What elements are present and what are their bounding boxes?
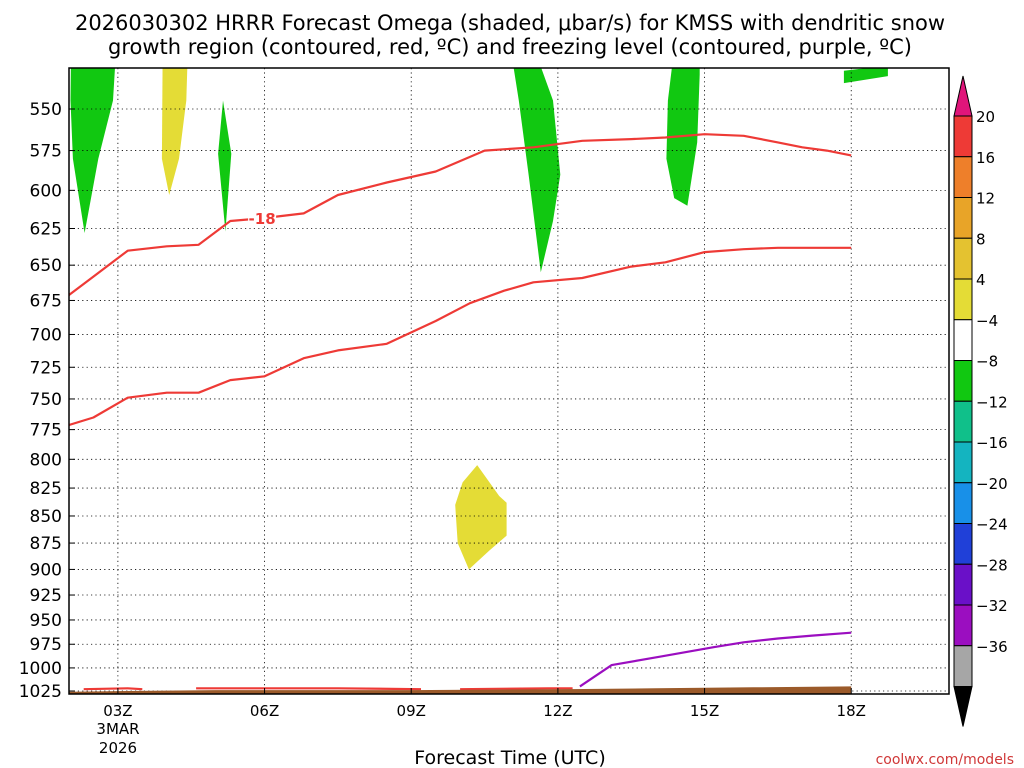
contour-label-background xyxy=(248,208,277,226)
colorbar-bottom-arrow xyxy=(953,686,973,727)
colorbar-segment-0 xyxy=(953,115,973,158)
omega-shading-layer xyxy=(70,68,888,570)
dendritic-growth-contour-3 xyxy=(196,687,422,691)
colorbar-segment-11 xyxy=(953,563,973,606)
dendritic-growth-contour-1 xyxy=(69,246,852,427)
contour-layer: -18 xyxy=(69,133,852,691)
x-tick-label-09Z: 09Z xyxy=(397,702,426,720)
colorbar-segment-9 xyxy=(953,482,973,524)
colorbar-tick-label: −36 xyxy=(976,638,1008,656)
colorbar-segment-8 xyxy=(953,441,973,484)
contour-label: -18 xyxy=(249,210,276,228)
plot-frame xyxy=(68,67,950,695)
y-tick-label-725: 725 xyxy=(30,358,62,378)
y-tick-label-825: 825 xyxy=(30,479,62,499)
y-tick-label-900: 900 xyxy=(30,560,62,580)
colorbar-tick-label: −24 xyxy=(976,516,1008,534)
y-tick-label-925: 925 xyxy=(30,586,62,606)
omega-region-6 xyxy=(455,465,507,570)
colorbar-segment-5 xyxy=(953,319,973,361)
colorbar-segment-1 xyxy=(953,156,973,198)
x-tick-label-18Z: 18Z xyxy=(837,702,866,720)
x-tick-label-06Z: 06Z xyxy=(250,702,279,720)
omega-region-2 xyxy=(513,68,561,273)
y-tick-label-575: 575 xyxy=(30,142,62,162)
credit-text: coolwx.com/models xyxy=(876,752,1014,768)
colorbar-tick-label: −20 xyxy=(976,475,1008,493)
x-tick-label-15Z: 15Z xyxy=(690,702,719,720)
colorbar-tick-label: −28 xyxy=(976,556,1008,574)
colorbar-segment-3 xyxy=(953,237,973,280)
colorbar-segment-4 xyxy=(953,278,973,321)
colorbar-tick-label: −8 xyxy=(976,353,998,371)
y-tick-label-1000: 1000 xyxy=(19,659,62,679)
y-tick-label-775: 775 xyxy=(30,421,62,441)
dendritic-growth-contour-2 xyxy=(83,687,143,691)
colorbar-tick-label: −4 xyxy=(976,312,998,330)
plot-background xyxy=(69,68,949,694)
omega-region-0 xyxy=(70,68,115,233)
y-tick-label-800: 800 xyxy=(30,450,62,470)
colorbar-tick-label: −16 xyxy=(976,434,1008,452)
freezing-level-contour xyxy=(579,631,852,688)
x-tick-label-03Z: 03Z xyxy=(103,702,132,720)
colorbar-segment-13 xyxy=(953,645,973,687)
colorbar-segment-2 xyxy=(953,197,973,239)
colorbar-tick-label: 12 xyxy=(976,190,995,208)
colorbar-segment-6 xyxy=(953,360,973,402)
colorbar-tick-label: 20 xyxy=(976,108,995,126)
dendritic-growth-contour-4 xyxy=(460,687,573,691)
chart-title-line-1: 2026030302 HRRR Forecast Omega (shaded, … xyxy=(75,11,945,35)
y-tick-label-850: 850 xyxy=(30,507,62,527)
colorbar-segment-10 xyxy=(953,523,973,565)
colorbar-tick-label: −32 xyxy=(976,597,1008,615)
date-label-year: 2026 xyxy=(99,739,137,757)
x-tick-label-12Z: 12Z xyxy=(543,702,572,720)
y-tick-label-675: 675 xyxy=(30,291,62,311)
y-tick-label-750: 750 xyxy=(30,390,62,410)
y-tick-label-1025: 1025 xyxy=(19,682,62,702)
colorbar-segment-12 xyxy=(953,604,973,647)
x-axis-label: Forecast Time (UTC) xyxy=(414,747,605,768)
y-tick-label-875: 875 xyxy=(30,534,62,554)
y-tick-label-650: 650 xyxy=(30,256,62,276)
y-tick-label-975: 975 xyxy=(30,635,62,655)
colorbar-tick-label: 16 xyxy=(976,149,995,167)
dotted-grid xyxy=(69,68,949,694)
y-tick-label-700: 700 xyxy=(30,325,62,345)
omega-region-4 xyxy=(843,68,888,84)
colorbar-top-arrow xyxy=(953,75,973,117)
y-axis-ticks: 550 575 600 625 650 675 700 725 750 775 800 825 850 8… xyxy=(19,100,75,702)
x-axis-ticks: 03Z 06Z 09Z 12Z 15Z 18Z xyxy=(103,688,866,720)
plot-area: -18 550 575 600 625 650 675 700 725 750 775 800 825… xyxy=(19,67,950,720)
y-tick-label-950: 950 xyxy=(30,611,62,631)
omega-region-5 xyxy=(161,68,188,195)
y-tick-label-625: 625 xyxy=(30,220,62,240)
colorbar-segment-7 xyxy=(953,400,973,443)
colorbar-tick-label: −12 xyxy=(976,393,1008,411)
colorbar-tick-label: 4 xyxy=(976,271,986,289)
chart-title-line-2: growth region (contoured, red, ºC) and f… xyxy=(108,35,912,59)
colorbar: 20 16 12 8 4 −4 −8 −12 −16 −20 −24 −28 −32 −36 xyxy=(953,75,1008,727)
date-label-day: 3MAR xyxy=(96,720,139,738)
y-tick-label-600: 600 xyxy=(30,181,62,201)
omega-region-1 xyxy=(218,100,232,232)
colorbar-tick-label: 8 xyxy=(976,230,986,248)
y-tick-label-550: 550 xyxy=(30,100,62,120)
dendritic-growth-contour-0 xyxy=(69,133,852,297)
